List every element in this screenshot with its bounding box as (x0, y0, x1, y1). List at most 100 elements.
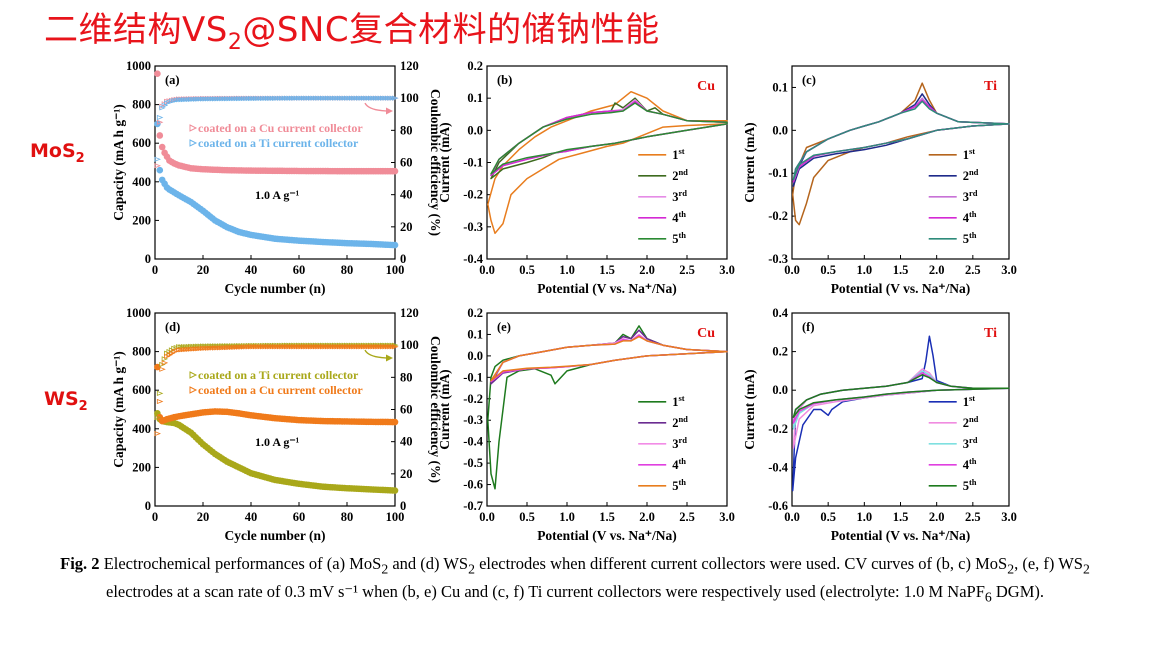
y2-tick-label: 120 (400, 306, 419, 320)
x-axis-label: Potential (V vs. Na⁺/Na) (831, 528, 971, 543)
capacity-point (391, 241, 399, 249)
x-axis-label: Potential (V vs. Na⁺/Na) (537, 281, 677, 296)
x-tick-label: 1.5 (599, 510, 615, 524)
legend-label: 5th (672, 477, 686, 493)
y-tick-label: 600 (132, 136, 151, 150)
legend-label: coated on a Ti current collector (198, 136, 359, 150)
x-tick-label: 0.0 (784, 510, 800, 524)
x-tick-label: 80 (341, 263, 354, 277)
y-tick-label: 0.0 (467, 349, 483, 363)
chart-panel: 0.0 0.5 1.0 1.5 2.0 2.5 3.0 0.4 0.2 0.0 -0.2 -0.4 -0… (742, 306, 1017, 543)
caption-sub: 6 (984, 589, 992, 605)
y-tick-label: -0.2 (463, 392, 483, 406)
legend-sup: nd (678, 414, 688, 424)
caption-sub: 2 (1082, 561, 1090, 577)
y-axis-label: Capacity (mA h g⁻¹) (111, 104, 126, 221)
legend-label: 2nd (963, 414, 979, 430)
caption-sub: 2 (1007, 561, 1015, 577)
panel-label: (a) (165, 73, 180, 87)
y-axis-label: Current (mA) (742, 369, 757, 449)
cv-curve (490, 333, 728, 383)
x-tick-label: 1.0 (559, 263, 575, 277)
y-tick-label: 800 (132, 98, 151, 112)
y2-tick-label: 100 (400, 338, 419, 352)
x-tick-label: 3.0 (1001, 510, 1017, 524)
x-axis-label: Potential (V vs. Na⁺/Na) (537, 528, 677, 543)
y2-axis-label: Coulombic efficiency (%) (428, 336, 443, 483)
capacity-point (158, 143, 166, 151)
rate-annotation: 1.0 A g⁻¹ (255, 435, 300, 449)
ce-point (154, 156, 161, 162)
y-tick-label: -0.3 (463, 413, 483, 427)
legend-label: coated on a Cu current collector (198, 121, 363, 135)
y-tick-label: 400 (132, 422, 151, 436)
axis-arrow-head (386, 354, 393, 362)
caption-text: Electrochemical performances of (a) MoS (99, 554, 382, 573)
x-tick-label: 60 (293, 510, 306, 524)
y-tick-label: 0.1 (467, 91, 483, 105)
x-axis-label: Cycle number (n) (225, 528, 326, 543)
y-tick-label: -0.1 (768, 166, 788, 180)
capacity-point (154, 70, 161, 78)
legend-label: 4th (672, 456, 686, 472)
x-tick-label: 2.0 (639, 263, 655, 277)
legend-marker (189, 371, 198, 379)
y-tick-label: 0.0 (467, 123, 483, 137)
plot-frame (154, 65, 396, 260)
caption-sub: 2 (468, 561, 475, 577)
legend-label: 2nd (963, 167, 979, 183)
x-tick-label: 2.5 (965, 263, 981, 277)
x-axis-label: Cycle number (n) (225, 281, 326, 296)
y2-tick-label: 40 (400, 435, 413, 449)
y-tick-label: -0.2 (768, 422, 788, 436)
x-tick-label: 0.5 (820, 263, 836, 277)
chart-panel: 0.0 0.5 1.0 1.5 2.0 2.5 3.0 0.1 0.0 -0.1 -0.2 -0.3 P… (742, 65, 1017, 296)
x-tick-label: 0.5 (519, 263, 535, 277)
x-tick-label: 1.5 (599, 263, 615, 277)
legend-sup: th (678, 456, 686, 466)
caption-text: electrodes when different current collec… (474, 554, 1008, 573)
y-tick-label: 0.2 (467, 59, 483, 73)
cv-curve (490, 334, 728, 383)
y-tick-label: -0.6 (463, 478, 483, 492)
x-tick-label: 100 (386, 510, 405, 524)
cv-curve (490, 329, 728, 385)
capacity-point (391, 487, 399, 494)
capacity-point (391, 418, 399, 426)
legend-sup: st (969, 393, 975, 403)
panel-label: (f) (802, 320, 815, 334)
slide-title-sub: 2 (227, 29, 243, 55)
chart-panel: 0.0 0.5 1.0 1.5 2.0 2.5 3.0 0.2 0.1 0.0 -0.1 -0.2 -0… (437, 59, 735, 296)
x-tick-label: 0 (152, 263, 158, 277)
legend-sup: nd (678, 167, 688, 177)
legend-label: coated on a Cu current collector (198, 383, 363, 397)
y2-axis-label: Coulombic efficiency (%) (428, 89, 443, 236)
figure-caption: Fig. 2 Electrochemical performances of (… (60, 552, 1090, 609)
y-tick-label: -0.4 (463, 435, 484, 449)
x-tick-label: 3.0 (719, 510, 735, 524)
cv-curve (490, 335, 728, 382)
y-tick-label: -0.1 (463, 156, 483, 170)
x-tick-label: 1.0 (559, 510, 575, 524)
legend-sup: th (678, 230, 686, 240)
row-label-sub: 2 (75, 150, 85, 166)
ce-point (159, 366, 166, 372)
x-tick-label: 20 (197, 510, 210, 524)
y-tick-label: 0.0 (772, 383, 788, 397)
ce-point (156, 390, 164, 397)
y-tick-label: -0.2 (768, 209, 788, 223)
x-tick-label: 3.0 (719, 263, 735, 277)
collector-tag: Ti (984, 326, 997, 341)
panel-label: (e) (497, 320, 511, 334)
legend-label: 2nd (672, 414, 688, 430)
x-tick-label: 0.0 (479, 510, 495, 524)
x-tick-label: 0.5 (820, 510, 836, 524)
ce-point (392, 95, 399, 101)
legend-sup: nd (969, 167, 979, 177)
collector-tag: Cu (697, 79, 715, 94)
legend-sup: rd (969, 188, 978, 198)
legend-sup: st (678, 146, 684, 156)
y2-tick-label: 0 (400, 499, 406, 513)
chart-panel: 0.0 0.5 1.0 1.5 2.0 2.5 3.0 0.2 0.1 0.0 -0.1 -0.2 -0… (437, 306, 735, 543)
